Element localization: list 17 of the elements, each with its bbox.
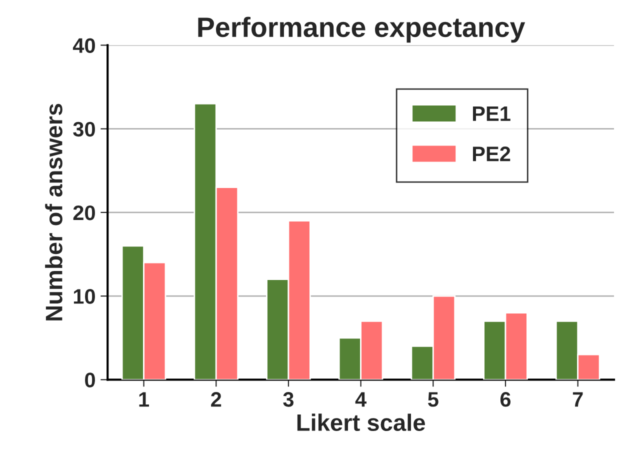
x-axis-title: Likert scale — [297, 414, 425, 432]
y-axis-title: Number of answers — [45, 104, 62, 320]
x-tick-label: 5 — [428, 392, 438, 407]
y-tick-label: 20 — [73, 205, 95, 220]
y-tick-label: 0 — [85, 372, 95, 388]
x-tick-label: 1 — [139, 392, 149, 407]
chart-title: Performance expectancy — [198, 16, 526, 43]
y-tick-label: 30 — [73, 122, 95, 137]
legend-label: PE1 — [472, 106, 510, 121]
legend-label: PE2 — [472, 146, 510, 162]
x-tick-label: 7 — [572, 392, 583, 407]
x-tick-label: 3 — [283, 392, 294, 407]
x-tick-label: 4 — [355, 392, 366, 407]
x-tick-label: 2 — [211, 392, 222, 407]
x-tick-label: 6 — [500, 392, 511, 407]
y-tick-label: 10 — [74, 289, 95, 304]
y-tick-label: 40 — [72, 38, 95, 53]
